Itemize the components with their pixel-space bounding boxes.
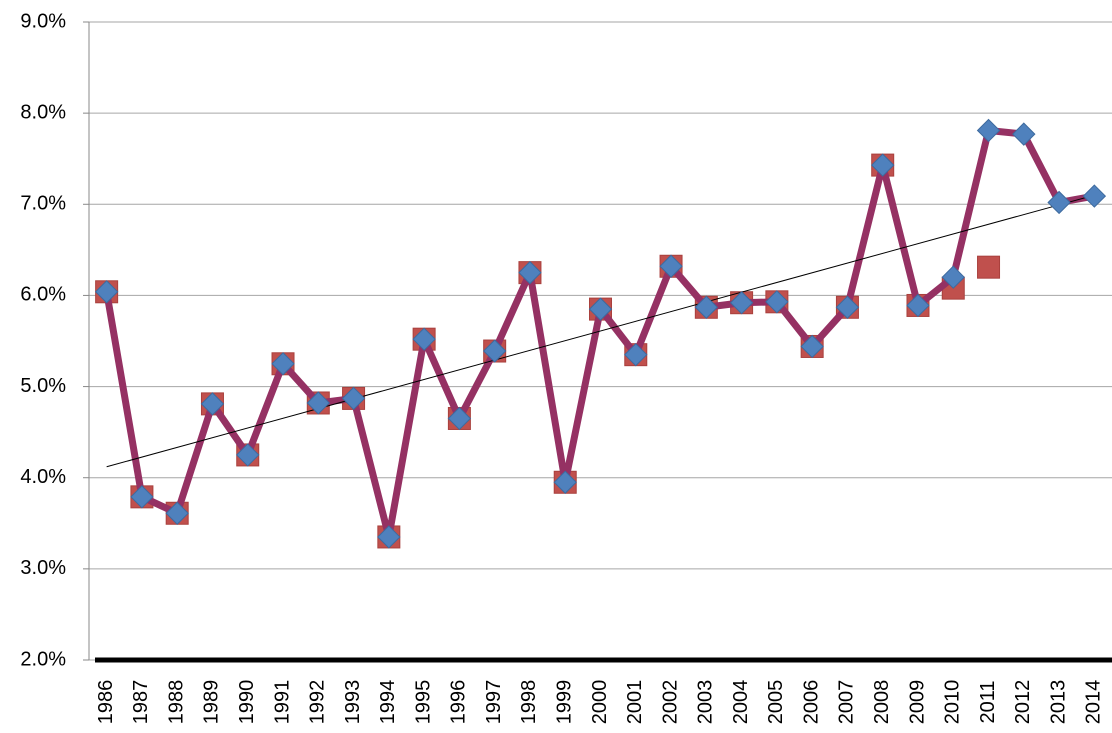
x-tick-label: 2013	[1047, 680, 1069, 725]
x-tick-label: 2009	[906, 680, 928, 725]
diamond-marker	[624, 342, 648, 367]
diamond-marker	[729, 291, 754, 315]
diamond-marker	[588, 297, 613, 321]
y-tick-label: 8.0%	[20, 101, 66, 123]
x-tick-label: 1994	[377, 680, 399, 725]
diamond-marker	[765, 290, 789, 314]
x-tick-label: 1995	[412, 680, 434, 725]
diamond-marker	[976, 118, 1001, 143]
diamond-marker	[1012, 122, 1036, 146]
diamond-marker	[165, 501, 189, 525]
x-tick-label: 2011	[977, 680, 999, 723]
y-tick-label: 4.0%	[20, 466, 66, 488]
x-tick-label: 2003	[695, 680, 717, 725]
x-tick-label: 2012	[1012, 680, 1034, 725]
diamond-marker	[94, 280, 119, 304]
trendline	[106, 194, 1095, 468]
diamond-marker	[941, 265, 965, 289]
diamond-marker	[659, 254, 683, 278]
diamond-marker	[412, 327, 436, 351]
x-tick-label: 1998	[518, 680, 540, 725]
x-tick-label: 2007	[836, 680, 858, 725]
x-tick-label: 2006	[800, 680, 822, 725]
diamond-marker	[553, 470, 577, 494]
diamond-marker	[518, 260, 542, 285]
diamond-marker	[377, 525, 401, 549]
diamond-marker	[482, 339, 507, 363]
diamond-marker	[447, 406, 472, 431]
diamond-marker	[1047, 190, 1071, 215]
x-tick-label: 2008	[871, 680, 893, 725]
diamond-marker	[835, 295, 860, 319]
x-tick-label: 1989	[201, 680, 223, 725]
diamond-marker	[306, 391, 331, 415]
x-tick-label: 1990	[236, 680, 258, 725]
x-tick-label: 1992	[307, 680, 329, 725]
diamond-marker	[800, 334, 824, 359]
x-tick-label: 1988	[165, 680, 187, 725]
y-tick-label: 5.0%	[20, 375, 66, 397]
x-tick-label: 2000	[589, 680, 611, 725]
diamond-marker	[271, 352, 295, 376]
diamond-marker	[870, 153, 895, 177]
x-tick-label: 2004	[730, 680, 752, 725]
x-tick-label: 2001	[624, 680, 646, 725]
x-tick-label: 2002	[659, 680, 681, 725]
x-tick-label: 1999	[554, 680, 576, 725]
diamond-marker	[236, 443, 260, 467]
x-tick-label: 1997	[483, 680, 505, 725]
square-marker	[977, 255, 1001, 279]
y-tick-label: 7.0%	[20, 193, 66, 215]
diamond-marker	[200, 392, 225, 416]
y-tick-label: 9.0%	[20, 10, 66, 32]
x-tick-label: 1996	[448, 680, 470, 725]
diamond-marker	[130, 485, 154, 509]
diamond-marker	[1082, 184, 1107, 208]
x-tick-label: 1993	[342, 680, 364, 725]
x-tick-label: 1986	[95, 680, 117, 725]
x-tick-label: 1991	[271, 680, 293, 725]
diamond-marker	[906, 293, 930, 318]
x-tick-label: 2010	[942, 680, 964, 725]
series-line	[103, 126, 1095, 541]
y-tick-label: 2.0%	[20, 648, 66, 670]
diamond-marker	[694, 295, 719, 319]
x-tick-label: 2014	[1083, 680, 1105, 725]
diamond-marker	[341, 386, 366, 411]
x-tick-label: 2005	[765, 680, 787, 725]
x-tick-label: 1987	[130, 680, 152, 725]
y-tick-label: 6.0%	[20, 284, 66, 306]
y-tick-label: 3.0%	[20, 557, 66, 579]
